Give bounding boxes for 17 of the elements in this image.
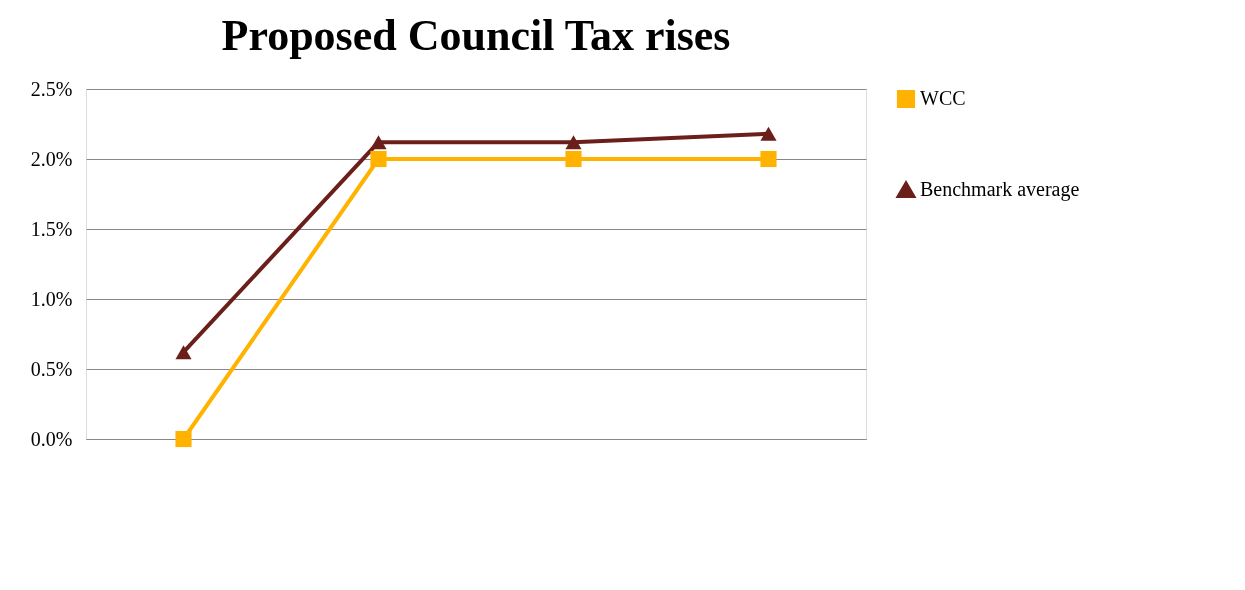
- y-tick-label: 0.0%: [30, 427, 73, 450]
- legend-label: WCC: [920, 87, 966, 109]
- point: [565, 135, 582, 150]
- y-tick-label: 1.5%: [30, 217, 73, 240]
- y-tick-label: 2.0%: [30, 147, 73, 170]
- legend-label: Benchmark average: [920, 178, 1080, 201]
- y-tick-label: 2.5%: [30, 77, 73, 100]
- point: [370, 135, 387, 150]
- point: [760, 150, 777, 168]
- y-tick-label: 0.5%: [30, 357, 73, 380]
- y-tick-label: 1.0%: [30, 287, 73, 310]
- chart-title: Proposed Council Tax rises: [221, 11, 731, 60]
- point: [370, 150, 387, 168]
- point: [175, 430, 192, 448]
- point: [760, 126, 777, 141]
- point: [175, 345, 192, 360]
- point: [565, 150, 582, 168]
